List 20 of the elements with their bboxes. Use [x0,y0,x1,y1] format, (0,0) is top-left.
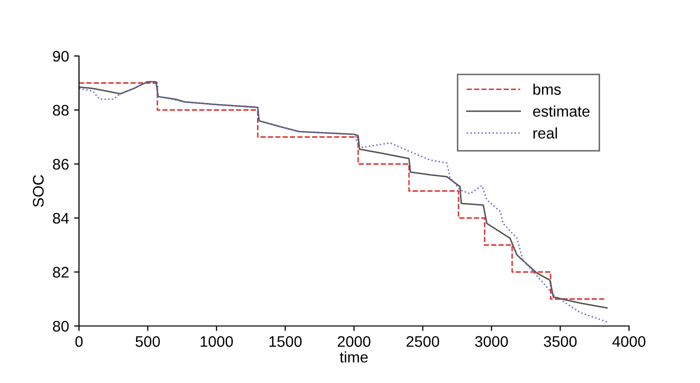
y-tick-label: 84 [52,212,69,224]
legend-label: real [533,127,557,139]
x-tick-label: 0 [75,336,83,347]
x-tick-label: 500 [136,336,160,347]
x-axis-title: time [340,351,368,363]
y-tick-label: 88 [52,104,69,116]
y-tick-label: 90 [53,50,69,62]
legend-label: bms [533,84,561,95]
y-tick-label: 80 [52,320,69,332]
x-tick-label: 2500 [406,336,440,347]
x-tick-label: 2000 [338,336,370,347]
x-tick-label: 4000 [612,336,646,347]
y-tick-label: 82 [52,266,69,278]
x-tick-label: 1500 [269,336,302,347]
y-axis-title: SOC [32,175,44,207]
x-tick-label: 1000 [200,336,233,347]
x-tick-label: 3500 [544,336,577,347]
y-tick-label: 86 [52,158,69,170]
legend-label: estimate [533,105,590,117]
x-tick-label: 3000 [475,336,508,347]
